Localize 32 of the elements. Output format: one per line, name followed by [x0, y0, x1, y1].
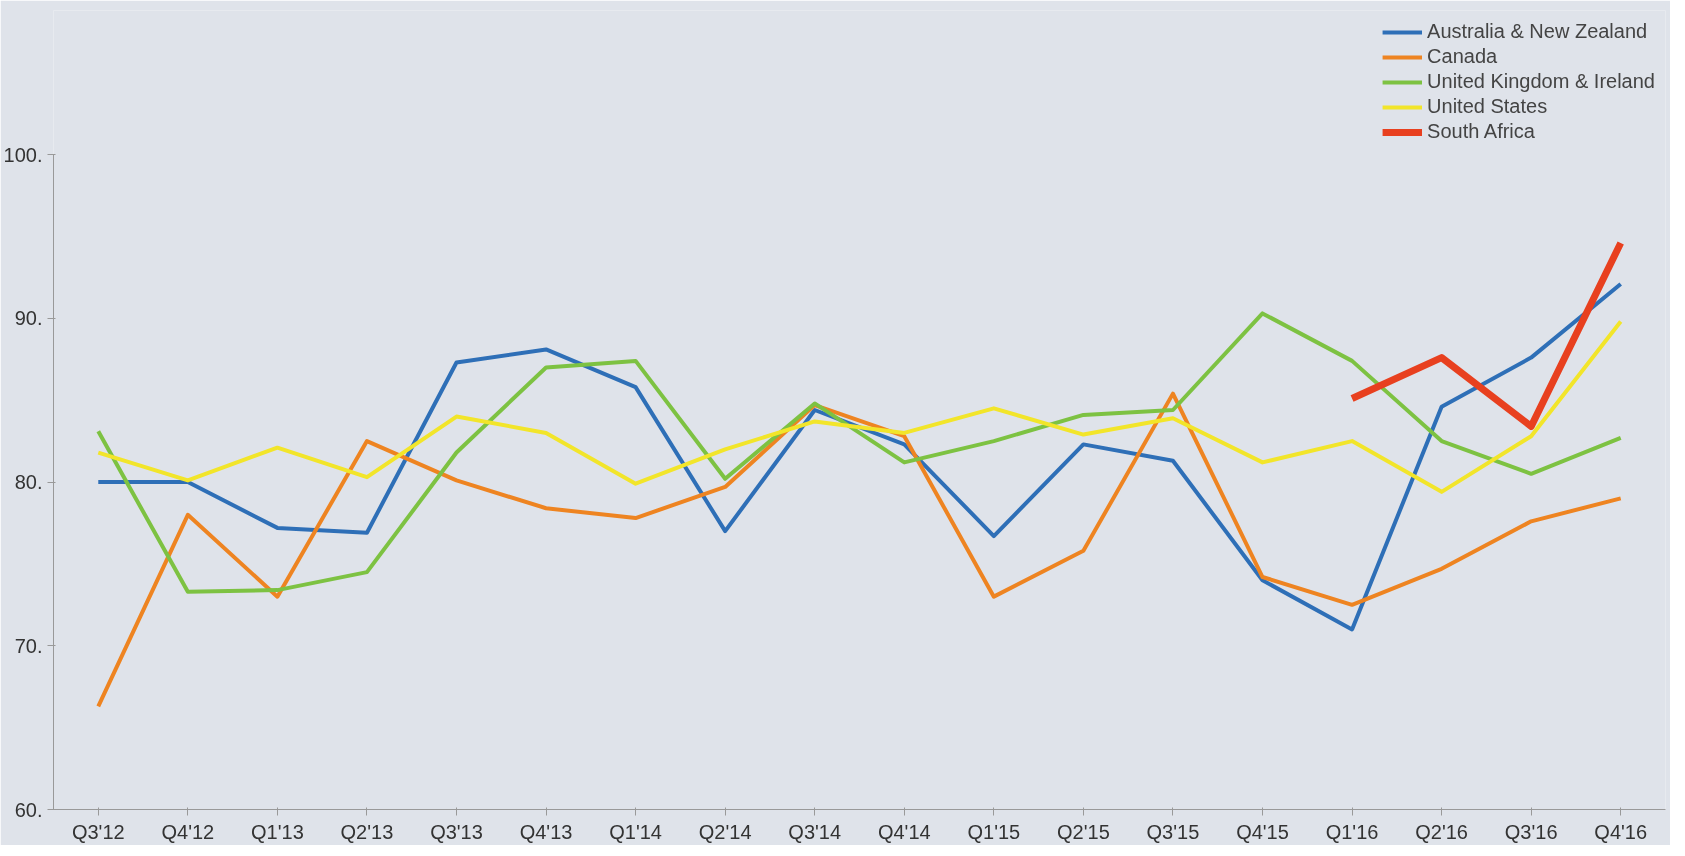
x-tick-label: Q1'14 — [609, 820, 662, 843]
legend-label: South Africa — [1427, 120, 1535, 143]
line-series — [96, 311, 1623, 594]
x-tick-label: Q2'14 — [698, 820, 752, 843]
legend-label: Canada — [1427, 45, 1498, 68]
y-tick-label: 60. — [14, 798, 43, 821]
x-tick-label: Q4'16 — [1594, 820, 1648, 843]
x-tick-label: Q2'13 — [340, 820, 394, 843]
line-series — [96, 391, 1623, 709]
legend-label: Australia & New Zealand — [1427, 20, 1648, 43]
x-tick-label: Q1'16 — [1325, 820, 1379, 843]
x-tick-label: Q4'12 — [161, 820, 215, 843]
y-tick-label: 80. — [14, 471, 43, 494]
x-tick-label: Q3'14 — [788, 820, 842, 843]
x-tick-label: Q3'13 — [430, 820, 483, 843]
y-tick-label: 100. — [3, 143, 43, 166]
x-tick-label: Q3'12 — [71, 820, 125, 843]
x-tick-label: Q4'13 — [519, 820, 573, 843]
y-tick-label: 90. — [14, 307, 43, 330]
x-tick-label: Q4'15 — [1236, 820, 1289, 843]
x-tick-label: Q1'15 — [967, 820, 1021, 843]
x-tick-label: Q2'16 — [1415, 820, 1468, 843]
x-tick-label: Q1'13 — [251, 820, 304, 843]
legend-label: United Kingdom & Ireland — [1427, 70, 1655, 93]
x-tick-label: Q2'15 — [1057, 820, 1110, 843]
x-tick-label: Q4'14 — [877, 820, 931, 843]
y-tick-label: 70. — [14, 634, 43, 657]
line-series — [96, 319, 1623, 494]
legend-label: United States — [1427, 95, 1548, 118]
x-tick-label: Q3'15 — [1146, 820, 1200, 843]
line-series — [96, 281, 1623, 632]
x-tick-label: Q3'16 — [1504, 820, 1558, 843]
